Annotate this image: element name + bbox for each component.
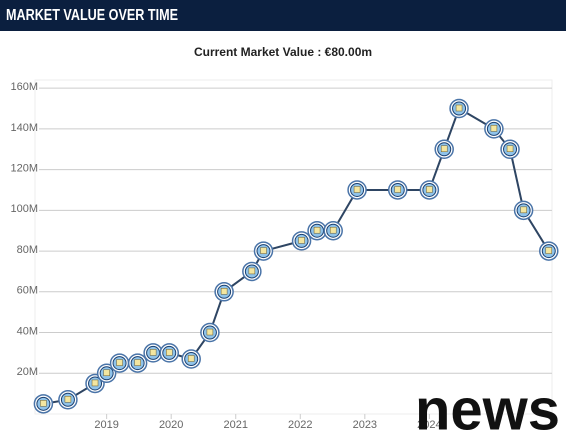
badge-shield <box>506 145 514 152</box>
badge-shield <box>91 379 99 387</box>
badge-shield <box>426 186 433 193</box>
badge-shield <box>313 226 321 234</box>
header-bar <box>0 0 566 31</box>
badge-shield <box>490 125 498 132</box>
badge-shield <box>103 369 110 377</box>
badge-shield <box>353 186 361 193</box>
y-tick-label: 160M <box>10 81 38 93</box>
badge-shield <box>520 206 527 214</box>
badge-shield <box>248 267 256 275</box>
badge-shield <box>545 247 553 254</box>
badge-shield <box>187 355 195 362</box>
badge-shield <box>329 226 337 234</box>
badge-shield <box>40 400 47 407</box>
x-tick-label: 2021 <box>223 419 247 431</box>
badge-shield <box>394 186 401 193</box>
x-tick-label: 2020 <box>159 419 183 431</box>
badge-shield <box>440 145 448 152</box>
badge-shield <box>134 359 141 366</box>
badge-shield <box>166 349 173 356</box>
x-tick-label: 2023 <box>353 419 377 431</box>
y-tick-label: 20M <box>17 366 38 378</box>
y-tick-label: 120M <box>10 163 38 175</box>
y-tick-label: 80M <box>17 244 38 256</box>
y-tick-label: 40M <box>17 325 38 337</box>
badge-shield <box>260 247 267 254</box>
chart-subtitle: Current Market Value : €80.00m <box>194 45 372 59</box>
badge-shield <box>149 349 157 356</box>
x-tick-label: 2024 <box>417 419 441 431</box>
watermark: news <box>415 377 560 441</box>
badge-shield <box>116 359 123 366</box>
x-tick-label: 2019 <box>94 419 118 431</box>
badge-shield <box>64 395 72 403</box>
y-tick-label: 60M <box>17 285 38 297</box>
badge-shield <box>455 104 463 112</box>
y-tick-label: 100M <box>10 203 38 215</box>
plot: 20M 40M 60M 80M 100M 120M 140M 160M 2019 2020 2021… <box>10 79 559 431</box>
badge-shield <box>220 288 228 295</box>
badge-shield <box>298 237 305 244</box>
x-tick-label: 2022 <box>288 419 312 431</box>
y-tick-label: 140M <box>10 122 38 134</box>
badge-shield <box>206 328 214 336</box>
header-title: MARKET VALUE OVER TIME <box>6 7 178 24</box>
